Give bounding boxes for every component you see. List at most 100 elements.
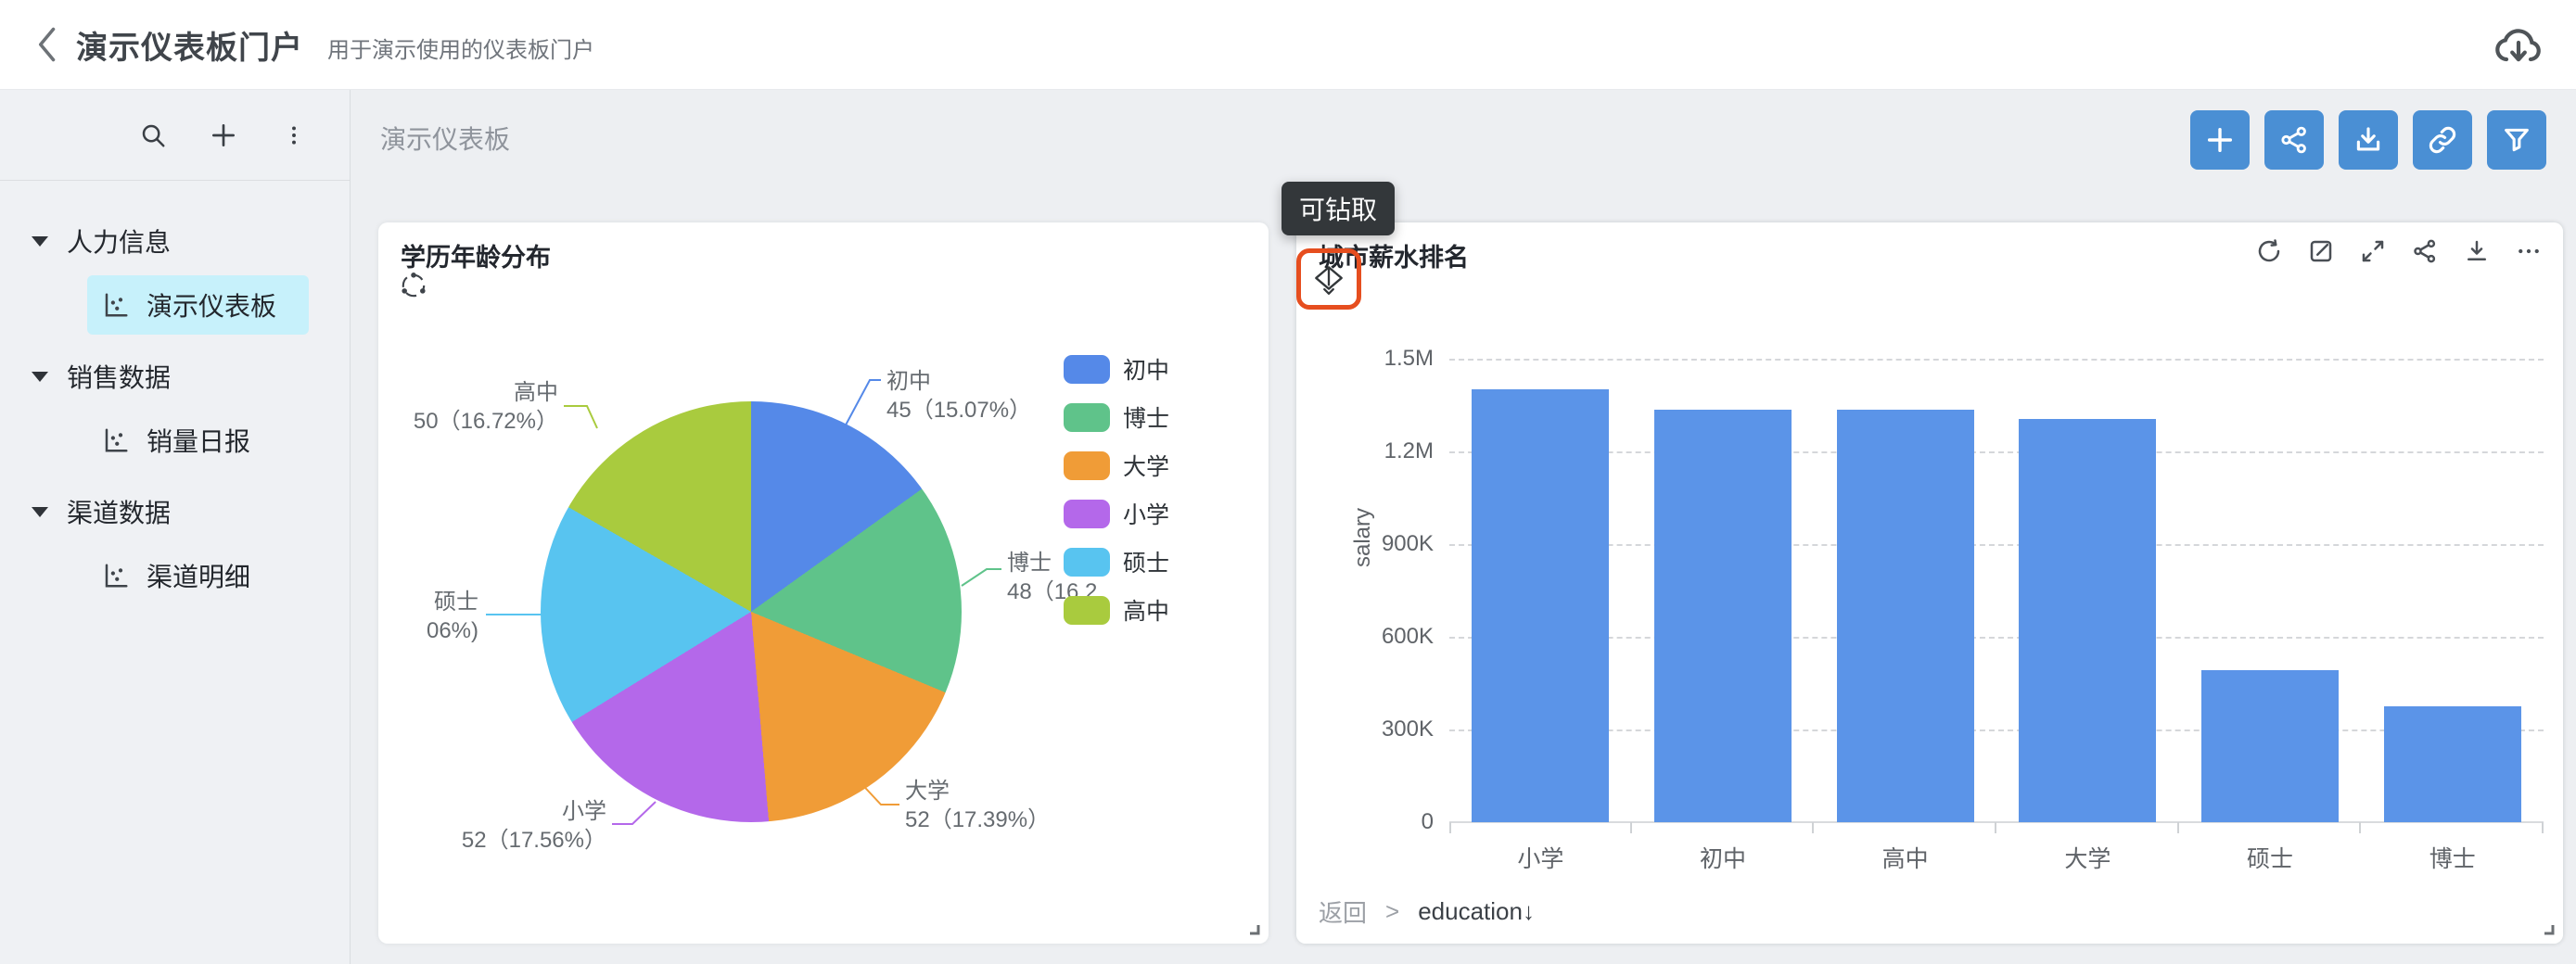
x-axis-line: [1449, 821, 2544, 823]
tree-group-label: 人力信息: [67, 228, 172, 257]
tree-group-channel[interactable]: 渠道数据: [0, 483, 350, 540]
tree-item-label: 渠道明细: [147, 563, 251, 591]
edit-button[interactable]: [2307, 237, 2335, 265]
back-button[interactable]: [28, 24, 69, 65]
bar[interactable]: [2201, 670, 2340, 822]
share-icon: [2281, 126, 2306, 154]
main-area: 演示仪表板 学历年龄分布: [351, 90, 2576, 964]
legend-item[interactable]: 硕士: [1064, 545, 1169, 578]
dashboard-tree: 人力信息 演示仪表板 销售数据 销量日报 渠道数据: [0, 181, 350, 605]
tree-item-demo-dashboard[interactable]: 演示仪表板: [87, 275, 309, 335]
download-icon: [2468, 240, 2486, 260]
linkage-icon: [402, 273, 426, 298]
legend-item[interactable]: 大学: [1064, 449, 1169, 482]
cloud-download-button[interactable]: [2493, 23, 2544, 66]
linkage-button[interactable]: [399, 271, 430, 302]
filter-button[interactable]: [2487, 110, 2546, 170]
legend-label: 初中: [1123, 358, 1170, 384]
bar[interactable]: [2383, 706, 2521, 822]
legend-label: 博士: [1123, 406, 1170, 432]
y-tick: 600K: [1381, 624, 1434, 649]
drill-down-icon: [1315, 266, 1343, 295]
legend-item[interactable]: 高中: [1064, 593, 1169, 627]
caret-down-icon[interactable]: [32, 506, 48, 517]
pie-label-college: 大学 52（17.39%）: [905, 779, 1051, 832]
y-tick: 1.2M: [1384, 438, 1434, 463]
bar-column: 博士: [2361, 359, 2544, 872]
legend-swatch: [1064, 402, 1110, 432]
gridline: [1449, 359, 2544, 361]
y-tick: 300K: [1381, 717, 1434, 742]
resize-handle-icon[interactable]: [1246, 921, 1261, 936]
more-vertical-icon: [292, 125, 296, 145]
legend-item[interactable]: 博士: [1064, 400, 1169, 434]
chart-icon: [102, 426, 130, 454]
portal-title: 演示仪表板门户: [76, 30, 303, 66]
chart-icon: [102, 562, 130, 590]
gridline: [1449, 729, 2544, 731]
gridline: [1449, 637, 2544, 639]
download-chart-button[interactable]: [2463, 237, 2491, 265]
x-tick-label: 初中: [1700, 846, 1747, 872]
export-button[interactable]: [2339, 110, 2398, 170]
bar-chart-card: 城市薪水排名 可钻取: [1282, 182, 2563, 944]
caret-down-icon[interactable]: [32, 371, 48, 382]
bar-column: 小学: [1449, 359, 1632, 872]
gridline: [1449, 451, 2544, 453]
portal-subtitle: 用于演示使用的仪表板门户: [327, 37, 594, 63]
breadcrumb-separator: >: [1385, 897, 1400, 925]
pie-label-senior: 高中 50（16.72%）: [413, 380, 558, 434]
share-icon: [2414, 239, 2436, 263]
expand-icon: [2362, 240, 2384, 262]
bar[interactable]: [2019, 419, 2157, 822]
legend-swatch: [1064, 499, 1110, 528]
plus-icon: [2207, 127, 2233, 153]
download-icon: [2356, 127, 2380, 151]
drill-back-link[interactable]: 返回: [1319, 899, 1368, 927]
refresh-button[interactable]: [2255, 237, 2283, 265]
bar-series: 小学 初中 高中 大学: [1449, 359, 2544, 872]
x-tick-label: 大学: [2064, 846, 2111, 872]
pie-chart[interactable]: [541, 401, 962, 822]
resize-handle-icon[interactable]: [2541, 921, 2556, 936]
tree-item-sales-daily[interactable]: 销量日报: [87, 411, 309, 470]
sidebar-toolbar: [0, 90, 350, 181]
tree-group-label: 销售数据: [67, 363, 172, 392]
x-tick-label: 高中: [1881, 846, 1929, 872]
bar[interactable]: [1836, 410, 1974, 822]
more-options-button[interactable]: [2515, 237, 2543, 265]
filter-icon: [2505, 128, 2529, 152]
search-icon: [142, 124, 165, 146]
x-tick-label: 小学: [1517, 846, 1564, 872]
bar[interactable]: [1654, 410, 1792, 822]
caret-down-icon[interactable]: [32, 235, 48, 247]
drill-button[interactable]: [1311, 261, 1346, 297]
app-header: 演示仪表板门户 用于演示使用的仪表板门户: [0, 0, 2576, 90]
legend-item[interactable]: 初中: [1064, 352, 1169, 386]
link-button[interactable]: [2413, 110, 2472, 170]
bar-plot-area: 小学 初中 高中 大学: [1449, 359, 2544, 872]
tree-item-channel-detail[interactable]: 渠道明细: [87, 546, 309, 605]
drill-field-link[interactable]: education↓: [1418, 897, 1535, 925]
pie-legend: 初中 博士 大学 小学 硕士 高中: [1064, 352, 1169, 627]
tree-group-label: 渠道数据: [67, 499, 172, 527]
legend-swatch: [1064, 547, 1110, 577]
more-horizontal-icon: [2519, 248, 2539, 254]
tree-group-sales[interactable]: 销售数据: [0, 348, 350, 405]
more-menu-button[interactable]: [279, 120, 309, 150]
search-button[interactable]: [138, 120, 168, 150]
pie-card-title: 学历年龄分布: [401, 244, 551, 272]
refresh-icon: [2258, 239, 2280, 262]
add-panel-button[interactable]: [209, 120, 238, 150]
legend-item[interactable]: 小学: [1064, 497, 1169, 530]
fullscreen-button[interactable]: [2359, 237, 2387, 265]
pie-label-phd: 博士 48（16.2: [1007, 551, 1098, 604]
tree-group-hr[interactable]: 人力信息: [0, 212, 350, 270]
legend-label: 大学: [1123, 454, 1170, 480]
share-chart-button[interactable]: [2411, 237, 2439, 265]
bar-column: 硕士: [2179, 359, 2362, 872]
add-button[interactable]: [2190, 110, 2250, 170]
y-tick: 1.5M: [1384, 346, 1434, 371]
share-button[interactable]: [2264, 110, 2324, 170]
bar[interactable]: [1472, 389, 1610, 822]
